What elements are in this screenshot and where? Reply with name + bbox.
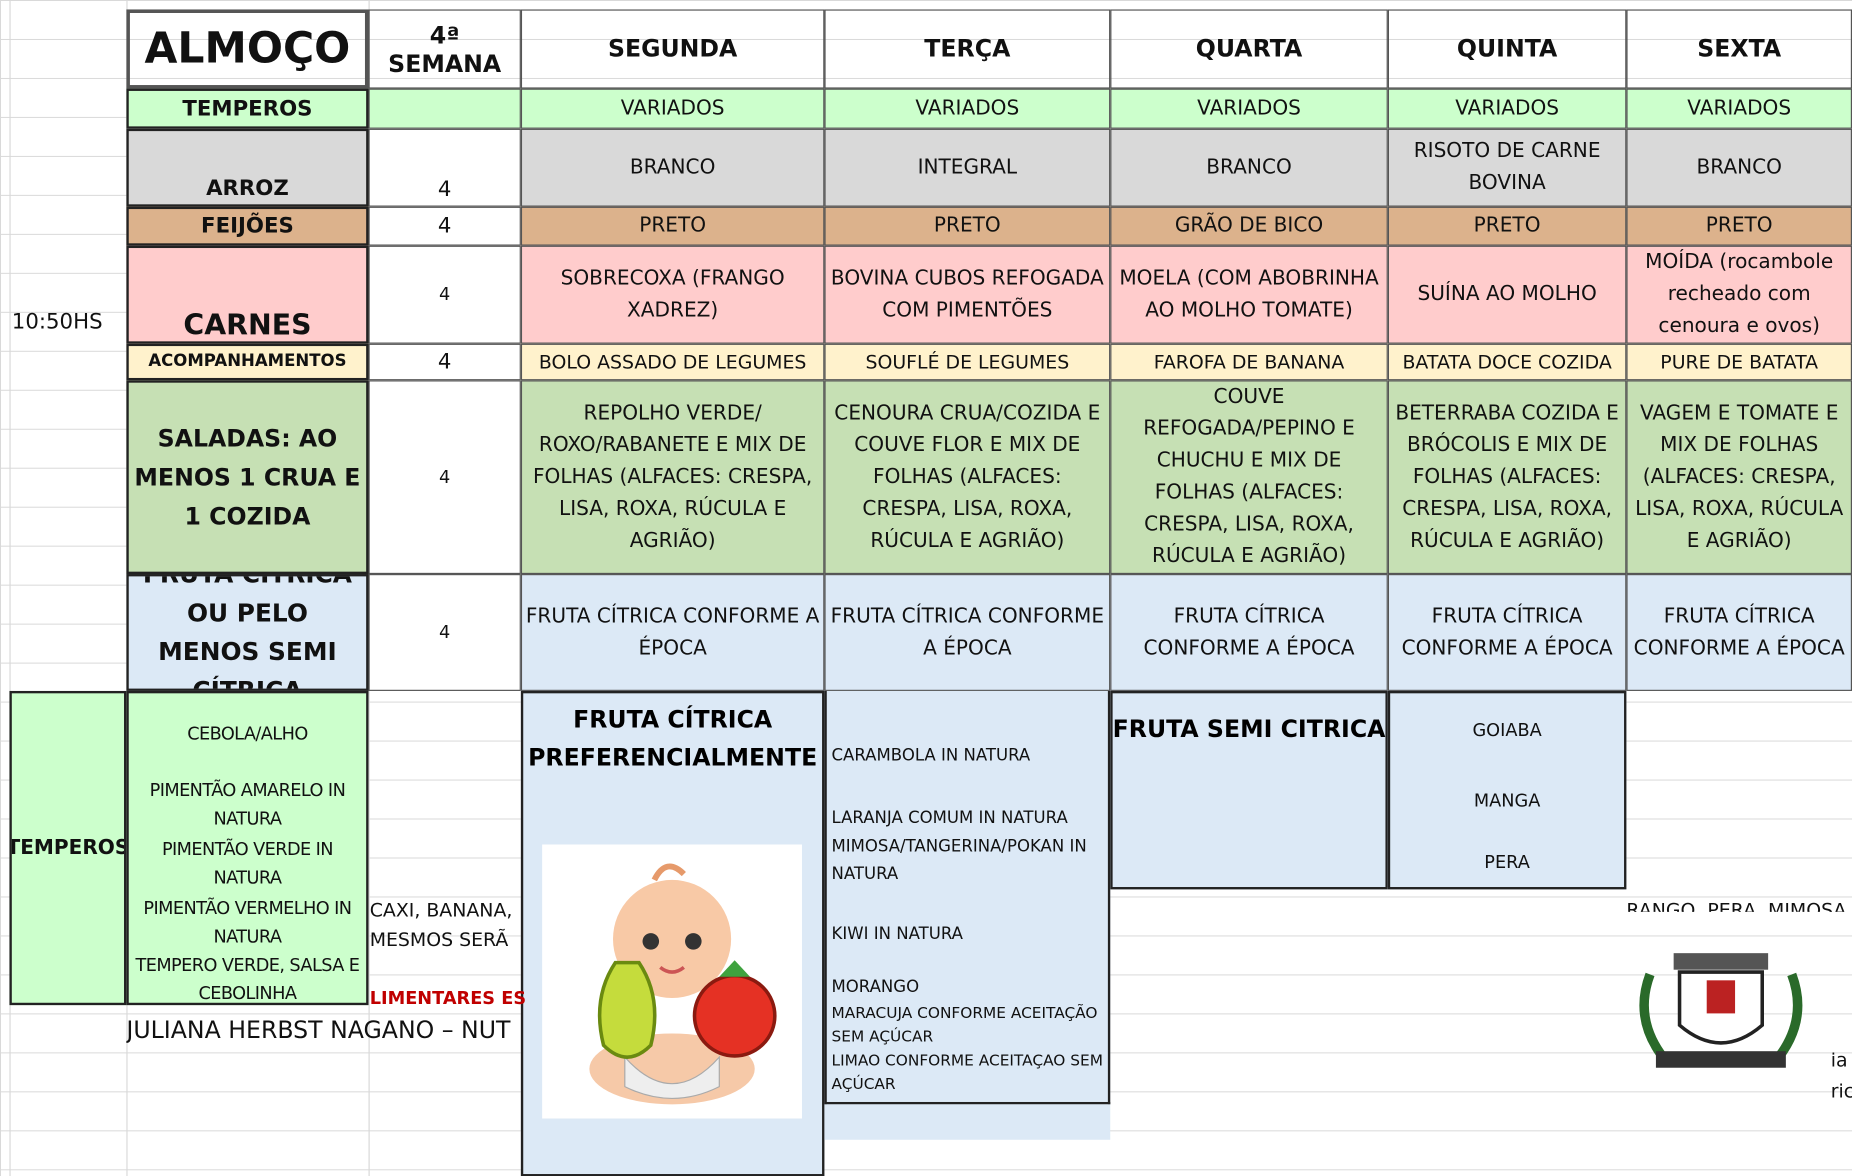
menu-cell: BRANCO (1626, 128, 1852, 207)
menu-cell: FAROFA DE BANANA (1110, 343, 1388, 381)
semi-title: FRUTA SEMI CITRICA (1112, 714, 1386, 743)
citrus-item: LIMAO CONFORME ACEITAÇAO SEM AÇÚCAR (831, 1052, 1103, 1094)
menu-cell: VARIADOS (824, 88, 1111, 129)
semi-box: FRUTA SEMI CITRICA (1110, 690, 1388, 890)
row-label: FRUTA CITRICA OU PELO MENOS SEMI CÍTRICA (126, 574, 369, 691)
menu-cell: BOVINA CUBOS REFOGADA COM PIMENTÕES (824, 245, 1111, 344)
menu-cell: PRETO (520, 206, 825, 246)
citrus-list: CARAMBOLA IN NATURA LARANJA COMUM IN NATU… (824, 690, 1111, 1105)
time: 10:50HS (11, 309, 103, 335)
seasoning: CEBOLA/ALHO (187, 722, 308, 745)
menu-cell: PRETO (1626, 206, 1852, 246)
citrus-title: FRUTA CÍTRICA PREFERENCIALMENTE (528, 705, 818, 772)
menu-cell: COUVE REFOGADA/PEPINO E CHUCHU E MIX DE … (1110, 380, 1388, 575)
row-label: SALADAS: AO MENOS 1 CRUA E 1 COZIDA (126, 380, 369, 575)
seasoning: PIMENTÃO VERDE IN NATURA (161, 838, 334, 889)
menu-cell: BETERRABA COZIDA E BRÓCOLIS E MIX DE FOL… (1387, 380, 1627, 575)
row-label: FEIJÕES (126, 206, 369, 246)
baby-illustration (542, 844, 802, 1119)
citrus-item: CARAMBOLA IN NATURA (831, 746, 1031, 766)
seasoning: TEMPERO VERDE, SALSA E CEBOLINHA (135, 954, 360, 1004)
coat-of-arms (1639, 953, 1803, 1068)
week-header: 4ª SEMANA (368, 9, 521, 89)
menu-cell: REPOLHO VERDE/ ROXO/RABANETE E MIX DE FO… (520, 380, 825, 575)
menu-cell: FRUTA CÍTRICA CONFORME A ÉPOCA (520, 574, 825, 691)
row-label: CARNES (126, 245, 369, 344)
temperos-label: TEMPEROS (9, 690, 127, 1006)
week-cell: 4 (368, 128, 521, 207)
menu-cell: VARIADOS (1110, 88, 1388, 129)
day-header: QUARTA (1110, 9, 1388, 89)
day-header: TERÇA (824, 9, 1111, 89)
week-cell (368, 88, 521, 129)
week-cell: 4 (368, 574, 521, 691)
citrus-item: MARACUJA CONFORME ACEITAÇÃO SEM AÇÚCAR (831, 1005, 1098, 1047)
fragment: LIMENTARES ES (369, 987, 527, 1009)
menu-cell: FRUTA CÍTRICA CONFORME A ÉPOCA (824, 574, 1111, 691)
menu-cell: MOÍDA (rocambole recheado com cenoura e … (1626, 245, 1852, 344)
citrus-fill (824, 1104, 1111, 1140)
menu-cell: GRÃO DE BICO (1110, 206, 1388, 246)
semi-item: PERA (1484, 851, 1530, 873)
menu-cell: SUÍNA AO MOLHO (1387, 245, 1627, 344)
menu-cell: SOUFLÉ DE LEGUMES (824, 343, 1111, 381)
seasonings-box: CEBOLA/ALHO PIMENTÃO AMARELO IN NATURA PIM… (126, 690, 369, 1006)
seasoning: PIMENTÃO AMARELO IN NATURA (149, 779, 346, 830)
citrus-item: LARANJA COMUM IN NATURA (831, 809, 1068, 828)
menu-cell: PURE DE BATATA (1626, 343, 1852, 381)
fragment: JULIANA HERBST NAGANO – NUT (126, 1015, 511, 1045)
row-label: ACOMPANHAMENTOS (126, 343, 369, 381)
fragment: CAXI, BANANA, (369, 898, 513, 922)
menu-cell: PRETO (1387, 206, 1627, 246)
menu-cell: FRUTA CÍTRICA CONFORME A ÉPOCA (1626, 574, 1852, 691)
menu-cell: CENOURA CRUA/COZIDA E COUVE FLOR E MIX D… (824, 380, 1111, 575)
menu-cell: RISOTO DE CARNE BOVINA (1387, 128, 1627, 207)
day-header: SEGUNDA (520, 9, 825, 89)
day-header: SEXTA (1626, 9, 1852, 89)
title: ALMOÇO (126, 9, 369, 89)
row-label: ARROZ (126, 128, 369, 207)
semi-list: GOIABA MANGA PERA (1387, 690, 1627, 890)
menu-cell: MOELA (COM ABOBRINHA AO MOLHO TOMATE) (1110, 245, 1388, 344)
fragment: MESMOS SERÃ (369, 928, 509, 951)
week-cell: 4 (368, 206, 521, 246)
menu-cell: BRANCO (520, 128, 825, 207)
citrus-box: FRUTA CÍTRICA PREFERENCIALMENTE (520, 690, 825, 1176)
semi-item: MANGA (1473, 790, 1541, 812)
semi-item: GOIABA (1472, 719, 1542, 741)
menu-cell: BRANCO (1110, 128, 1388, 207)
week-cell: 4 (368, 343, 521, 381)
fragment: RANGO, PERA, MIMOSA (1626, 898, 1847, 912)
menu-cell: BOLO ASSADO DE LEGUMES (520, 343, 825, 381)
citrus-item: MORANGO (831, 977, 920, 997)
day-header: QUINTA (1387, 9, 1627, 89)
fragment: ia (1830, 1048, 1848, 1072)
seasoning: PIMENTÃO VERMELHO IN NATURA (143, 897, 352, 948)
week-cell: 4 (368, 380, 521, 575)
week-cell: 4 (368, 245, 521, 344)
menu-cell: FRUTA CÍTRICA CONFORME A ÉPOCA (1387, 574, 1627, 691)
menu-cell: INTEGRAL (824, 128, 1111, 207)
citrus-item: MIMOSA/TANGERINA/POKAN IN NATURA (831, 837, 1087, 884)
menu-cell: VAGEM E TOMATE E MIX DE FOLHAS (ALFACES:… (1626, 380, 1852, 575)
menu-cell: PRETO (824, 206, 1111, 246)
fragment: ric (1830, 1079, 1852, 1102)
menu-cell: SOBRECOXA (FRANGO XADREZ) (520, 245, 825, 344)
menu-cell: VARIADOS (1387, 88, 1627, 129)
menu-cell: FRUTA CÍTRICA CONFORME A ÉPOCA (1110, 574, 1388, 691)
menu-cell: BATATA DOCE COZIDA (1387, 343, 1627, 381)
row-label: TEMPEROS (126, 88, 369, 129)
menu-cell: VARIADOS (520, 88, 825, 129)
citrus-item: KIWI IN NATURA (831, 924, 963, 944)
menu-cell: VARIADOS (1626, 88, 1852, 129)
